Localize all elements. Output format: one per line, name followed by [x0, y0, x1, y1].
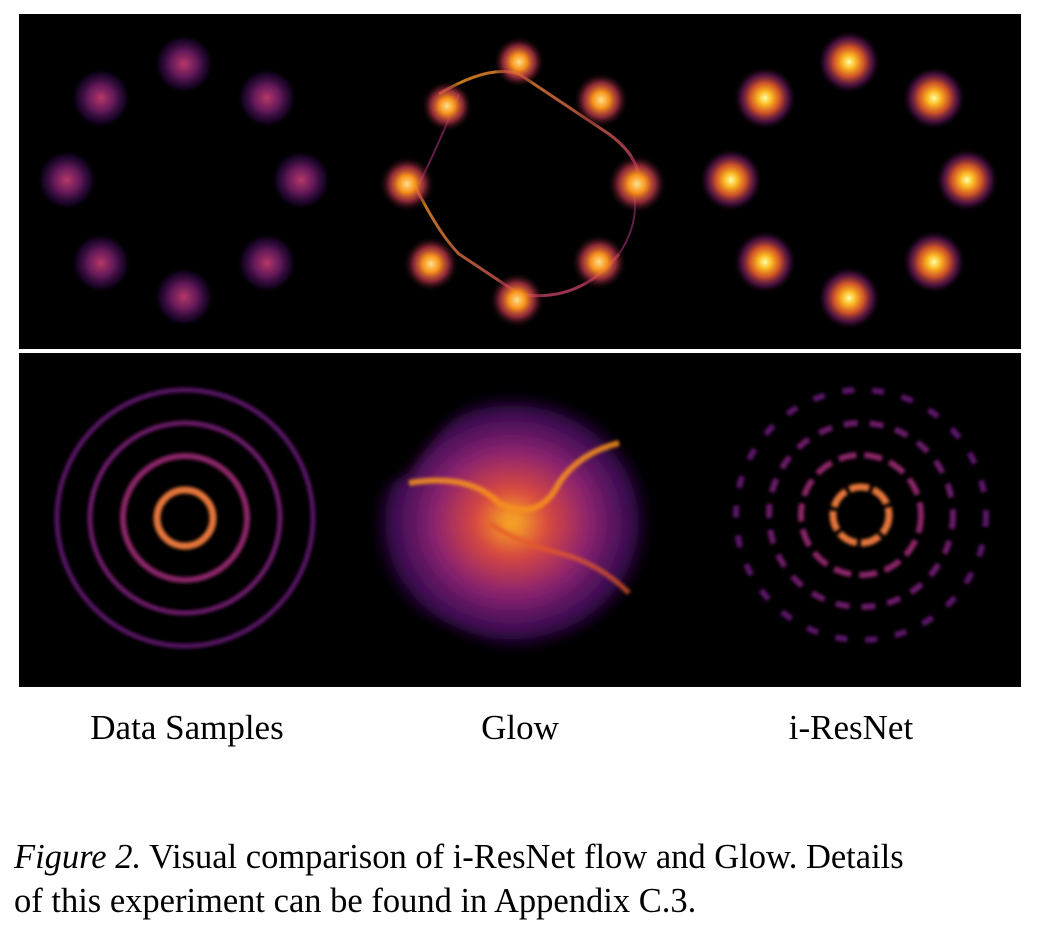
column-label-data-samples: Data Samples: [90, 708, 284, 747]
data-samples-gaussians: [37, 34, 331, 327]
column-label-glow: Glow: [481, 708, 559, 747]
eight-gaussians-figure: [37, 30, 999, 330]
column-label-iresnet: i-ResNet: [788, 708, 914, 747]
figure-caption: Figure 2. Visual comparison of i-ResNet …: [14, 835, 1030, 923]
bottom-density-panel: [19, 353, 1021, 687]
iresnet-gaussians: [699, 30, 999, 330]
data-samples-rings: [54, 387, 316, 649]
caption-line-2: of this experiment can be found in Appen…: [14, 882, 697, 920]
iresnet-rings: [733, 387, 989, 643]
glow-density: [369, 390, 655, 655]
figure-label: Figure 2.: [14, 838, 142, 876]
top-density-panel: [19, 14, 1021, 349]
caption-line-1: Visual comparison of i-ResNet flow and G…: [149, 838, 904, 876]
rings-figure: [54, 387, 989, 655]
glow-gaussians: [379, 36, 667, 328]
